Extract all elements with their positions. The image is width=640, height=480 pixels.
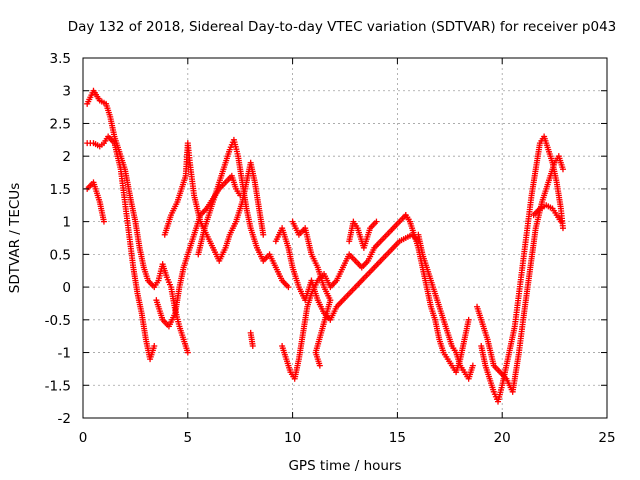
data-point [151,343,158,349]
y-tick-label: -1.5 [45,378,71,394]
x-tick-label: 15 [389,430,406,446]
x-tick-label: 0 [79,430,88,446]
x-tick-label: 20 [494,430,511,446]
data-point [465,316,472,323]
x-tick-label: 5 [184,430,193,446]
plot-area [82,57,608,419]
y-tick-label: 1.5 [50,182,71,198]
x-axis-tick-labels: 0 5 10 15 20 25 [79,430,616,446]
y-tick-label: 3 [62,84,71,100]
data-point [249,343,256,349]
x-tick-label: 10 [284,430,301,446]
data-point [469,362,476,369]
data-point [559,225,566,232]
y-tick-label: 0 [62,280,71,296]
y-tick-label: -0.5 [45,313,71,329]
data-point [260,231,267,238]
y-tick-label: 2.5 [50,116,71,132]
x-tick-label: 25 [598,430,615,446]
data-point [100,218,107,225]
chart-title: Day 132 of 2018, Sidereal Day-to-day VTE… [68,19,617,35]
y-tick-label: 3.5 [50,51,71,67]
y-tick-label: -1 [58,346,71,362]
data-point [285,284,292,291]
data-point [316,362,323,369]
y-axis-label: SDTVAR / TECUs [7,183,23,293]
y-axis-tick-labels: -2 -1.5 -1 -0.5 0 0.5 1 1.5 2 2.5 3 3.5 [45,51,71,427]
y-tick-label: 2 [62,149,71,165]
axis-ticks [82,57,608,419]
data-points [84,87,566,405]
x-axis-label: GPS time / hours [288,458,401,474]
y-tick-label: 0.5 [50,247,71,263]
data-point [557,218,564,225]
data-point [184,349,191,356]
y-tick-label: 1 [62,215,71,231]
data-point [559,166,566,173]
data-point [373,218,380,225]
y-tick-label: -2 [58,411,71,427]
